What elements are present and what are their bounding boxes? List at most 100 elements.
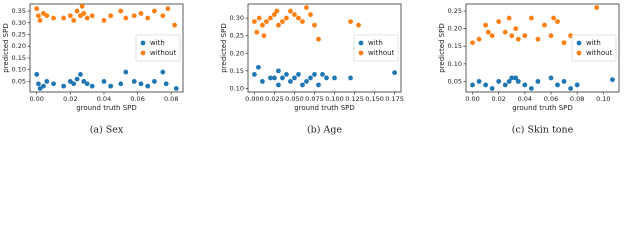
point: [316, 82, 321, 88]
point: [260, 79, 265, 84]
point: [78, 13, 83, 19]
point: [79, 3, 85, 9]
point: [36, 13, 41, 19]
point: [118, 81, 124, 87]
point: [312, 22, 317, 28]
y-tick-label: 0.25: [12, 31, 26, 39]
point: [548, 33, 554, 39]
legend-label: with: [586, 39, 601, 47]
point: [256, 15, 262, 21]
point: [108, 83, 114, 89]
point: [123, 69, 129, 75]
point: [254, 29, 260, 35]
x-tick-label: 0.000: [245, 95, 264, 103]
point: [78, 72, 83, 77]
x-tick-label: 0.10: [596, 95, 610, 103]
point: [300, 19, 305, 24]
point: [300, 82, 305, 88]
x-tick-label: 0.02: [63, 95, 77, 103]
point: [84, 15, 90, 21]
y-tick-label: 0.30: [12, 19, 26, 27]
point: [280, 75, 285, 81]
y-tick-label: 0.15: [12, 54, 26, 62]
y-tick-label: 0.15: [230, 67, 244, 75]
y-tick-label: 0.30: [230, 14, 244, 22]
x-tick-label: 0.075: [305, 95, 324, 103]
point: [296, 72, 301, 77]
legend-marker: [140, 40, 146, 46]
point: [320, 72, 325, 77]
point: [152, 8, 157, 14]
point: [84, 81, 90, 87]
point: [288, 8, 293, 14]
point: [555, 82, 560, 88]
point: [513, 26, 519, 32]
point: [515, 79, 521, 84]
point: [61, 15, 67, 21]
x-tick-label: 0.175: [385, 95, 404, 103]
x-tick-label: 0.06: [130, 95, 144, 103]
x-tick-label: 0.150: [365, 95, 384, 103]
legend-label: without: [586, 49, 613, 57]
point: [502, 82, 508, 88]
point: [610, 77, 615, 83]
point: [509, 75, 515, 81]
point: [172, 22, 177, 28]
point: [513, 75, 519, 81]
point: [308, 75, 313, 81]
point: [304, 5, 309, 10]
point: [173, 86, 179, 91]
point: [260, 22, 265, 28]
point: [81, 10, 87, 16]
point: [568, 86, 574, 91]
point: [308, 12, 313, 17]
point: [292, 75, 297, 81]
point: [256, 64, 261, 70]
x-tick-label: 0.025: [265, 95, 284, 103]
point: [152, 79, 157, 84]
axes-frame: [465, 3, 620, 93]
point: [506, 79, 512, 84]
point: [348, 75, 353, 81]
point: [34, 6, 40, 12]
point: [561, 40, 567, 46]
point: [252, 72, 257, 77]
x-tick-label: 0.04: [518, 95, 532, 103]
legend-marker: [140, 50, 146, 56]
point: [67, 79, 73, 84]
point: [276, 82, 281, 88]
point: [324, 75, 329, 81]
y-tick-label: 0.25: [448, 7, 462, 15]
legend-label: with: [368, 39, 383, 47]
point: [252, 19, 257, 24]
x-tick-label: 0.08: [164, 95, 178, 103]
point: [268, 75, 273, 81]
point: [502, 29, 508, 35]
x-tick-label: 0.00: [29, 95, 43, 103]
point: [332, 75, 337, 81]
point: [131, 79, 137, 84]
point: [506, 15, 512, 21]
point: [274, 8, 280, 14]
legend-label: with: [150, 39, 165, 47]
y-tick-label: 0.10: [12, 66, 26, 74]
point: [470, 82, 475, 88]
legend-marker: [358, 50, 364, 56]
point: [476, 36, 482, 42]
y-axis-label: predicted SPD: [2, 23, 10, 73]
point: [272, 12, 277, 17]
point: [356, 22, 361, 28]
point: [264, 19, 269, 24]
x-tick-label: 0.04: [97, 95, 111, 103]
y-axis-label: predicted SPD: [438, 23, 446, 73]
point: [123, 15, 129, 21]
y-tick-label: 0.15: [448, 42, 462, 50]
point: [574, 82, 580, 88]
point: [522, 82, 528, 88]
x-tick-label: 0.08: [570, 95, 584, 103]
caption: (c) Skin tone: [512, 125, 574, 136]
point: [108, 13, 114, 19]
y-tick-label: 0.20: [12, 42, 26, 50]
point: [288, 79, 293, 84]
point: [555, 19, 560, 24]
